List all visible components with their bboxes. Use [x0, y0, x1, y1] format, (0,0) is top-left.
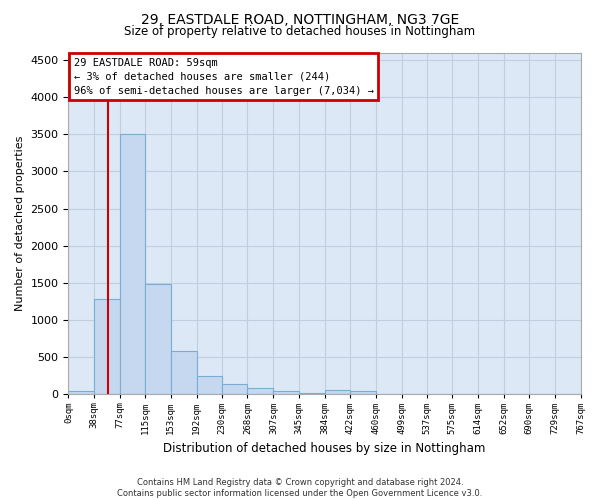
- Bar: [145, 284, 170, 395]
- Bar: [222, 384, 247, 394]
- Text: 29, EASTDALE ROAD, NOTTINGHAM, NG3 7GE: 29, EASTDALE ROAD, NOTTINGHAM, NG3 7GE: [141, 12, 459, 26]
- Bar: [197, 376, 222, 394]
- Text: Contains HM Land Registry data © Crown copyright and database right 2024.
Contai: Contains HM Land Registry data © Crown c…: [118, 478, 482, 498]
- Bar: [170, 352, 197, 395]
- Bar: [94, 300, 120, 394]
- Text: 29 EASTDALE ROAD: 59sqm
← 3% of detached houses are smaller (244)
96% of semi-de: 29 EASTDALE ROAD: 59sqm ← 3% of detached…: [74, 58, 374, 96]
- X-axis label: Distribution of detached houses by size in Nottingham: Distribution of detached houses by size …: [163, 442, 485, 455]
- Bar: [68, 391, 94, 394]
- Y-axis label: Number of detached properties: Number of detached properties: [15, 136, 25, 311]
- Bar: [325, 390, 350, 394]
- Bar: [120, 134, 145, 394]
- Bar: [350, 391, 376, 394]
- Bar: [247, 388, 274, 394]
- Bar: [274, 391, 299, 394]
- Bar: [299, 392, 325, 394]
- Text: Size of property relative to detached houses in Nottingham: Size of property relative to detached ho…: [124, 25, 476, 38]
